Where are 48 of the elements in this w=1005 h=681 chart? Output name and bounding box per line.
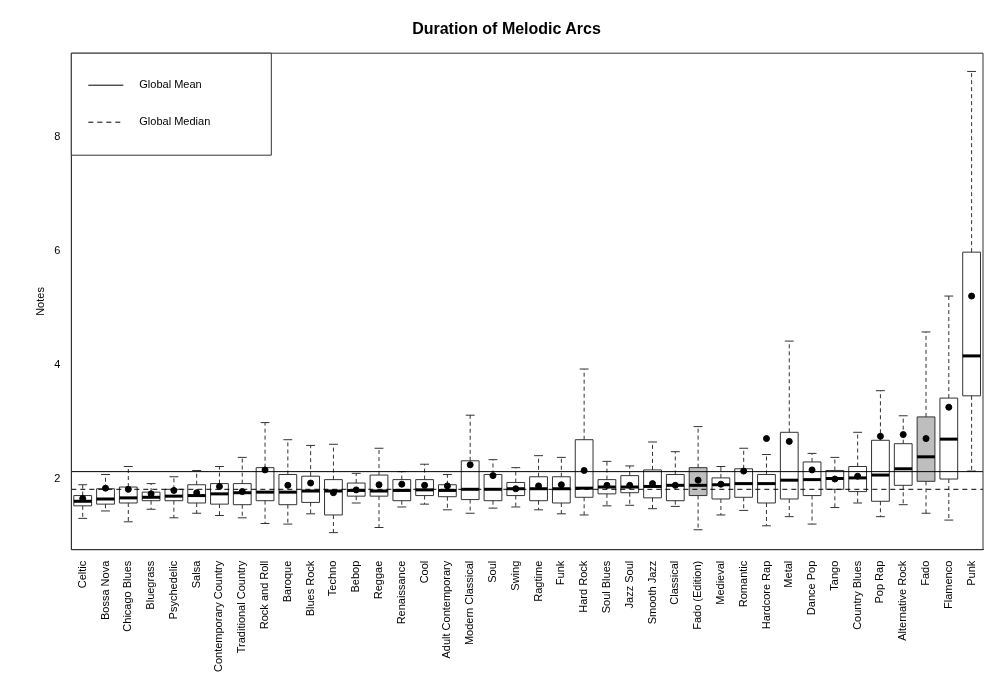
y-tick-label: 4: [54, 358, 61, 371]
x-tick-label: Swing: [508, 560, 521, 591]
x-tick-label: Modern Classical: [463, 560, 476, 646]
x-tick-label: Psychedelic: [166, 560, 179, 620]
x-tick-label: Blues Rock: [303, 560, 316, 617]
x-tick-label: Bluegrass: [144, 560, 157, 610]
x-tick-label: Dance Pop: [805, 560, 818, 616]
x-tick-label: Ragtime: [531, 560, 544, 602]
legend-label: Global Mean: [139, 78, 202, 91]
x-tick-label: Reggae: [372, 560, 385, 600]
x-tick-label: Techno: [326, 560, 339, 597]
y-tick-label: 6: [54, 244, 61, 257]
x-tick-label: Bossa Nova: [98, 559, 111, 621]
x-tick-label: Renaissance: [394, 560, 407, 625]
x-tick-label: Contemporary Country: [212, 560, 225, 673]
x-tick-label: Pop Rap: [873, 560, 886, 604]
x-tick-label: Funk: [554, 560, 567, 586]
x-tick-label: Adult Contemporary: [440, 560, 453, 659]
legend-label: Global Median: [139, 115, 211, 128]
x-tick-label: Soul: [486, 560, 498, 583]
x-tick-label: Fado: [919, 560, 932, 586]
x-tick-label: Chicago Blues: [121, 560, 134, 632]
x-tick-label: Metal: [782, 560, 795, 588]
x-tick-label: Hard Rock: [577, 560, 590, 613]
x-tick-label: Celtic: [75, 560, 88, 589]
x-tick-label: Cool: [417, 560, 430, 584]
x-tick-label: Medieval: [713, 560, 726, 605]
x-tick-label: Salsa: [189, 559, 202, 589]
chart-title: Duration of Melodic Arcs: [412, 20, 601, 38]
x-tick-label: Baroque: [280, 560, 293, 603]
y-tick-label: 2: [54, 472, 61, 485]
x-tick-label: Country Blues: [850, 560, 863, 630]
x-tick-label: Romantic: [736, 560, 749, 608]
x-tick-label: Smooth Jazz: [645, 560, 658, 625]
x-tick-label: Alternative Rock: [896, 560, 909, 641]
x-tick-label: Flamenco: [941, 560, 954, 610]
x-tick-label: Rock and Roll: [258, 560, 271, 630]
x-tick-label: Hardcore Rap: [759, 560, 772, 630]
y-tick-label: 8: [54, 130, 61, 143]
y-axis-title: Notes: [33, 286, 46, 316]
x-tick-label: Soul Blues: [599, 560, 612, 614]
x-tick-label: Traditional Country: [235, 560, 248, 654]
x-tick-label: Jazz Soul: [622, 560, 635, 609]
x-tick-label: Classical: [668, 560, 681, 605]
x-tick-label: Fado (Edition): [691, 560, 704, 630]
x-tick-label: Tango: [827, 560, 840, 591]
x-tick-label: Punk: [964, 560, 977, 586]
x-tick-label: Bebop: [349, 560, 362, 593]
